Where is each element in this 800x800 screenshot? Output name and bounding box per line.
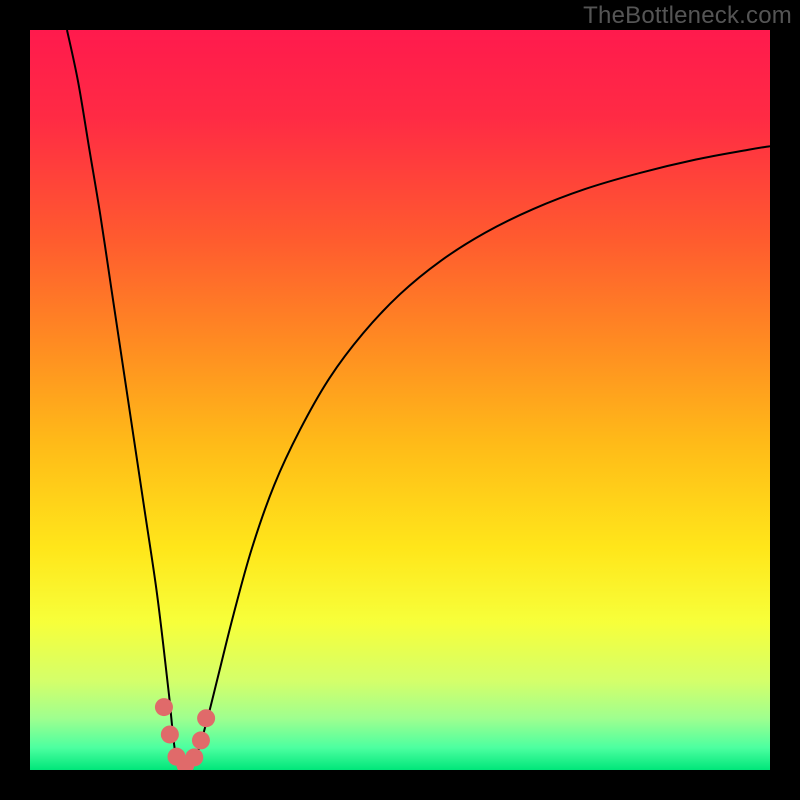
marker-dot [161, 725, 179, 743]
bottleneck-chart [0, 0, 800, 800]
chart-container: TheBottleneck.com [0, 0, 800, 800]
plot-background [30, 30, 770, 770]
marker-dot [197, 709, 215, 727]
marker-dot [155, 698, 173, 716]
marker-dot [192, 731, 210, 749]
marker-dot [185, 748, 203, 766]
